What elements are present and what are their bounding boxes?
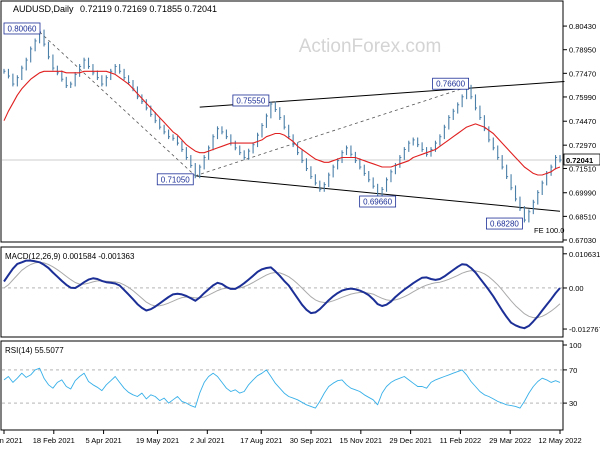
price-header: AUDUSD,Daily 0.72119 0.72169 0.71855 0.7… bbox=[13, 4, 217, 14]
x-tick-label: 19 May 2021 bbox=[136, 436, 179, 445]
axes: 0.80430 0.78950 0.77470 0.75990 0.74470 0.729… bbox=[0, 22, 600, 445]
price-y-tick-label: 0.77470 bbox=[569, 69, 596, 78]
rsi-plot bbox=[2, 367, 563, 409]
annotation-label: 0.80060 bbox=[8, 24, 37, 33]
price-y-tick-label: 0.72970 bbox=[569, 141, 596, 150]
trendline-dashed bbox=[39, 31, 196, 177]
annotation-box bbox=[486, 217, 523, 230]
annotation-box bbox=[232, 94, 270, 107]
price-y-tick-label: 0.78950 bbox=[569, 46, 596, 55]
price-panel-frame bbox=[0, 0, 564, 243]
x-tick-label: 29 Mar 2022 bbox=[489, 436, 531, 445]
price-y-tick-label: 0.68510 bbox=[569, 212, 596, 221]
macd-panel-frame bbox=[0, 246, 564, 338]
moving-average-line bbox=[3, 70, 561, 176]
rsi-y-tick-label: 100 bbox=[569, 341, 582, 350]
annotation-label: 0.68280 bbox=[490, 220, 519, 229]
x-tick-label: 30 Sep 2021 bbox=[290, 436, 333, 445]
macd-plot bbox=[2, 259, 563, 330]
x-tick-label: 5 Apr 2021 bbox=[85, 436, 121, 445]
last-price-label: 0.72041 bbox=[566, 156, 593, 165]
annotation-box bbox=[432, 77, 469, 90]
annotation-label: 0.69660 bbox=[363, 198, 392, 207]
macd-title: MACD(12,26,9) 0.001584 -0.001363 bbox=[5, 252, 135, 261]
rsi-y-tick-label: 70 bbox=[569, 366, 577, 375]
annotation-box bbox=[3, 22, 41, 35]
price-y-tick-label: 0.80430 bbox=[569, 22, 596, 31]
price-y-tick-label: 0.69990 bbox=[569, 189, 596, 198]
symbol-text: AUDUSD,Daily bbox=[13, 4, 74, 14]
macd-y-tick-label: 0.00 bbox=[569, 284, 584, 293]
rsi-line bbox=[3, 367, 561, 409]
x-tick-label: 17 Aug 2021 bbox=[240, 436, 282, 445]
last-price-badge bbox=[563, 153, 600, 166]
annotation-label: 0.75550 bbox=[236, 96, 265, 105]
x-tick-label: 2 Jul 2021 bbox=[190, 436, 225, 445]
ohlc-text: 0.72119 0.72169 0.71855 0.72041 bbox=[80, 4, 217, 14]
rsi-y-tick-label: 30 bbox=[569, 399, 577, 408]
rsi-title: RSI(14) 55.5077 bbox=[5, 346, 64, 355]
price-y-tick-label: 0.71510 bbox=[569, 164, 596, 173]
watermark-text: ActionForex.com bbox=[299, 36, 442, 57]
x-tick-label: 29 Dec 2021 bbox=[389, 436, 432, 445]
x-tick-label: 15 Nov 2021 bbox=[340, 436, 383, 445]
macd-line bbox=[3, 259, 561, 330]
price-y-tick-label: 0.67030 bbox=[569, 236, 596, 245]
x-tick-label: 12 May 2022 bbox=[538, 436, 581, 445]
macd-y-tick-label: 0.010631 bbox=[569, 250, 600, 259]
annotation-box bbox=[359, 195, 397, 208]
rsi-panel-frame bbox=[0, 340, 564, 431]
price-plot: 0.80060 0.71050 0.75550 0.69660 0.76600 0.682… bbox=[2, 22, 565, 235]
annotation-box bbox=[156, 173, 194, 186]
x-tick-label: 11 Feb 2022 bbox=[440, 436, 482, 445]
annotation-label: 0.76600 bbox=[436, 80, 465, 89]
price-y-tick-label: 0.74470 bbox=[569, 117, 596, 126]
price-y-tick-label: 0.75990 bbox=[569, 93, 596, 102]
x-tick-label: 18 Feb 2021 bbox=[33, 436, 75, 445]
macd-y-tick-label: -0.012767 bbox=[569, 325, 600, 334]
macd-signal-line bbox=[3, 261, 561, 319]
fe-label: FE 100.0 bbox=[534, 226, 564, 235]
annotation-label: 0.71050 bbox=[161, 175, 190, 184]
x-tick-label: 5 Jan 2021 bbox=[0, 436, 23, 445]
